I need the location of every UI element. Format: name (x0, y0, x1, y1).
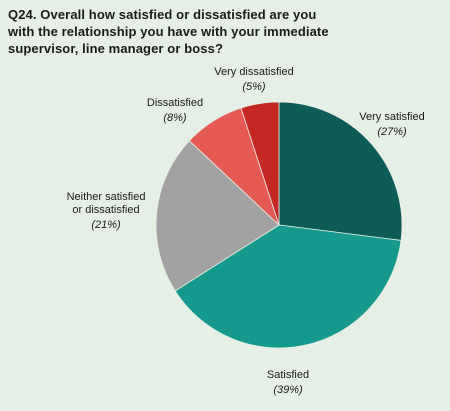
slice-percent-very-dissatisfied: (5%) (242, 81, 266, 93)
slice-label-dissatisfied: Dissatisfied (147, 97, 203, 109)
pie-slice-satisfied (174, 224, 402, 349)
slice-percent-neither: (21%) (91, 219, 121, 231)
slice-label-very-dissatisfied: Very dissatisfied (214, 66, 293, 78)
slice-label-very-satisfied: Very satisfied (359, 111, 424, 123)
pie-slice-very-satisfied (278, 101, 403, 241)
slice-label-neither: or dissatisfied (72, 204, 139, 216)
slice-percent-satisfied: (39%) (273, 384, 303, 396)
slice-label-satisfied: Satisfied (267, 369, 309, 381)
chart-title: Q24. Overall how satisfied or dissatisfi… (8, 7, 329, 56)
pie-slice-very-dissatisfied (240, 101, 280, 226)
slice-label-neither: Neither satisfied (67, 191, 146, 203)
slice-percent-dissatisfied: (8%) (163, 112, 187, 124)
pie-slice-neither (155, 140, 280, 292)
slice-percent-very-satisfied: (27%) (377, 126, 407, 138)
